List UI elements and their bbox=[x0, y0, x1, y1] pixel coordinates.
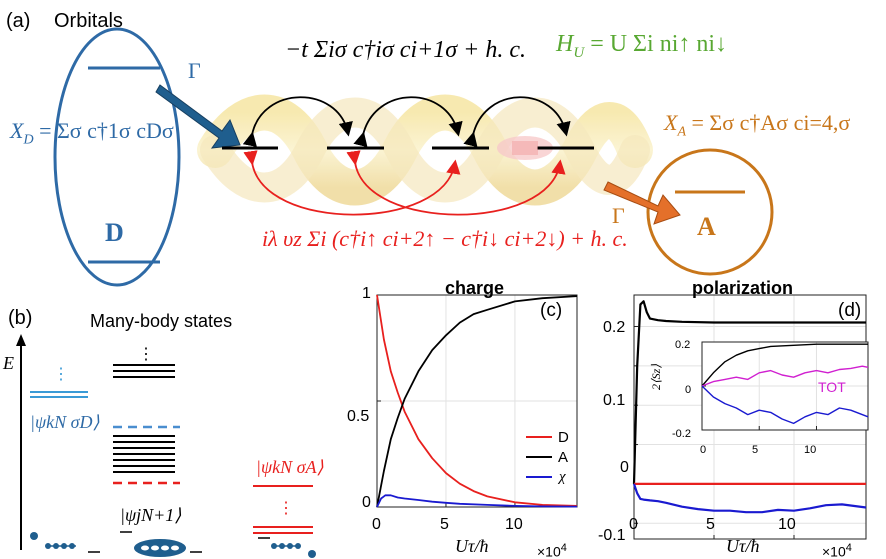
acceptor-circle bbox=[646, 148, 774, 276]
inset-xtick-0: 0 bbox=[700, 444, 707, 456]
chart-c-ytick-1: 1 bbox=[362, 285, 371, 302]
chart-d-ytick-m01: -0.1 bbox=[598, 527, 626, 544]
chart-d-label: (d) bbox=[838, 300, 862, 321]
middle-state-lines bbox=[113, 364, 175, 473]
hubbard-lhs: H bbox=[556, 31, 574, 57]
helix-background bbox=[197, 94, 653, 206]
acceptor-molecule-icon bbox=[258, 537, 316, 558]
chart-c-mult-exp: 4 bbox=[560, 542, 567, 554]
xa-lhs: X bbox=[664, 110, 678, 135]
xa-equation: XA = Σσ c†Aσ ci=4,σ bbox=[664, 112, 850, 139]
inset-xtick-5: 5 bbox=[752, 444, 759, 456]
hopping-arc-2 bbox=[353, 96, 463, 148]
charge-series-x-2 bbox=[376, 494, 578, 508]
xd-rhs: = Σσ c†1σ cDσ bbox=[39, 118, 174, 143]
chart-c-xtick-5: 5 bbox=[440, 516, 449, 533]
hopping-arc-3 bbox=[463, 96, 571, 148]
polarization-chart bbox=[632, 294, 869, 540]
charge-series-d-0 bbox=[376, 294, 578, 507]
legend-d: D bbox=[558, 429, 569, 446]
gamma-left: Γ bbox=[188, 58, 201, 83]
chart-d-ytick-02: 0.2 bbox=[603, 319, 626, 336]
middle-dots: ⋮ bbox=[138, 346, 154, 363]
chart-c-xlabel: Uτ/ħ bbox=[455, 536, 489, 556]
panel-b-drawing bbox=[16, 334, 316, 558]
inset-series-blue-2 bbox=[701, 385, 869, 425]
panel-b-title: Many-body states bbox=[90, 311, 233, 331]
legend-a: A bbox=[558, 449, 569, 466]
inset-legend-tot: TOT bbox=[818, 379, 846, 395]
legend-chi: χ bbox=[559, 469, 566, 485]
gamma-right: Γ bbox=[612, 203, 625, 228]
inset-ytick-0: 0 bbox=[685, 384, 692, 396]
chart-c-mult-base: ×10 bbox=[537, 543, 561, 559]
panel-a-title: Orbitals bbox=[54, 10, 123, 32]
donor-dots: ⋮ bbox=[53, 366, 69, 383]
hubbard-sub: U bbox=[573, 44, 585, 61]
inset-series-black-0 bbox=[701, 343, 868, 387]
xd-equation: XD = Σσ c†1σ cDσ bbox=[10, 120, 174, 147]
soc-arc-1 bbox=[243, 150, 461, 216]
chart-c-multiplier: ×104 bbox=[537, 543, 567, 559]
donor-state-label: |ψkN σD⟩ bbox=[30, 412, 100, 432]
energy-axis-label: E bbox=[3, 353, 14, 373]
donor-molecule-icon bbox=[30, 532, 100, 553]
middle-molecule-icon bbox=[120, 531, 202, 557]
donor-ellipse bbox=[53, 27, 181, 287]
chart-c-xtick-10: 10 bbox=[505, 516, 523, 533]
inset-ylabel: 2⟨Sz⟩ bbox=[649, 363, 663, 390]
inset-xtick-10: 10 bbox=[804, 444, 817, 456]
xd-lhs: X bbox=[10, 118, 24, 143]
chart-d-mult-base: ×10 bbox=[822, 543, 846, 559]
chart-c-ytick-0: 0 bbox=[362, 494, 371, 511]
acceptor-dots: ⋮ bbox=[278, 500, 294, 517]
xa-rhs: = Σσ c†Aσ ci=4,σ bbox=[691, 110, 851, 135]
acceptor-state-label: |ψkN σA⟩ bbox=[256, 457, 324, 477]
charge-series-a-1 bbox=[376, 295, 578, 508]
inset-ytick-m02: -0.2 bbox=[672, 428, 691, 440]
middle-state-label: |ψjN+1⟩ bbox=[120, 505, 182, 525]
chart-d-xtick-10: 10 bbox=[778, 516, 796, 533]
soc-term: iλ υz Σi (c†i↑ ci+2↑ − c†i↓ ci+2↓) + h. … bbox=[262, 226, 628, 251]
polarization-series-blue-2 bbox=[632, 483, 867, 514]
panel-a-drawing bbox=[53, 27, 774, 287]
chart-c-xtick-0: 0 bbox=[372, 516, 381, 533]
inset-series-tot-1 bbox=[701, 365, 869, 387]
acceptor-label: A bbox=[697, 212, 716, 241]
inset-ytick-02: 0.2 bbox=[675, 339, 691, 351]
hubbard-equation: HU = U Σi ni↑ ni↓ bbox=[556, 32, 727, 61]
energy-axis-arrowhead bbox=[16, 334, 26, 346]
chart-d-xlabel: Uτ/ħ bbox=[726, 536, 760, 556]
chart-c-title: charge bbox=[445, 278, 505, 298]
chart-d-multiplier: ×104 bbox=[822, 543, 852, 559]
gamma-right-arrow bbox=[603, 181, 681, 225]
hopping-term: −t Σiσ c†iσ ci+1σ + h. c. bbox=[285, 37, 526, 63]
xd-sub: D bbox=[23, 132, 34, 148]
xa-sub: A bbox=[677, 124, 687, 140]
polarization-series-black-0 bbox=[632, 300, 866, 484]
chart-d-mult-exp: 4 bbox=[845, 542, 852, 554]
chart-d-xtick-0: 0 bbox=[629, 516, 638, 533]
chart-d-xtick-5: 5 bbox=[706, 516, 715, 533]
panel-b-label: (b) bbox=[8, 307, 33, 329]
chart-c-label: (c) bbox=[540, 300, 563, 321]
site-4-highlight bbox=[512, 141, 538, 155]
chart-d-ytick-01: 0.1 bbox=[603, 392, 626, 409]
hopping-arc-1 bbox=[242, 96, 353, 148]
charge-chart bbox=[376, 294, 578, 508]
donor-label: D bbox=[105, 218, 124, 247]
chart-c-ytick-05: 0.5 bbox=[347, 408, 370, 425]
hubbard-rhs: = U Σi ni↑ ni↓ bbox=[590, 31, 728, 57]
panel-a-label: (a) bbox=[6, 10, 31, 32]
chart-d-ytick-0: 0 bbox=[620, 459, 629, 476]
soc-arc-2 bbox=[346, 150, 566, 216]
chart-d-title: polarization bbox=[692, 278, 794, 298]
